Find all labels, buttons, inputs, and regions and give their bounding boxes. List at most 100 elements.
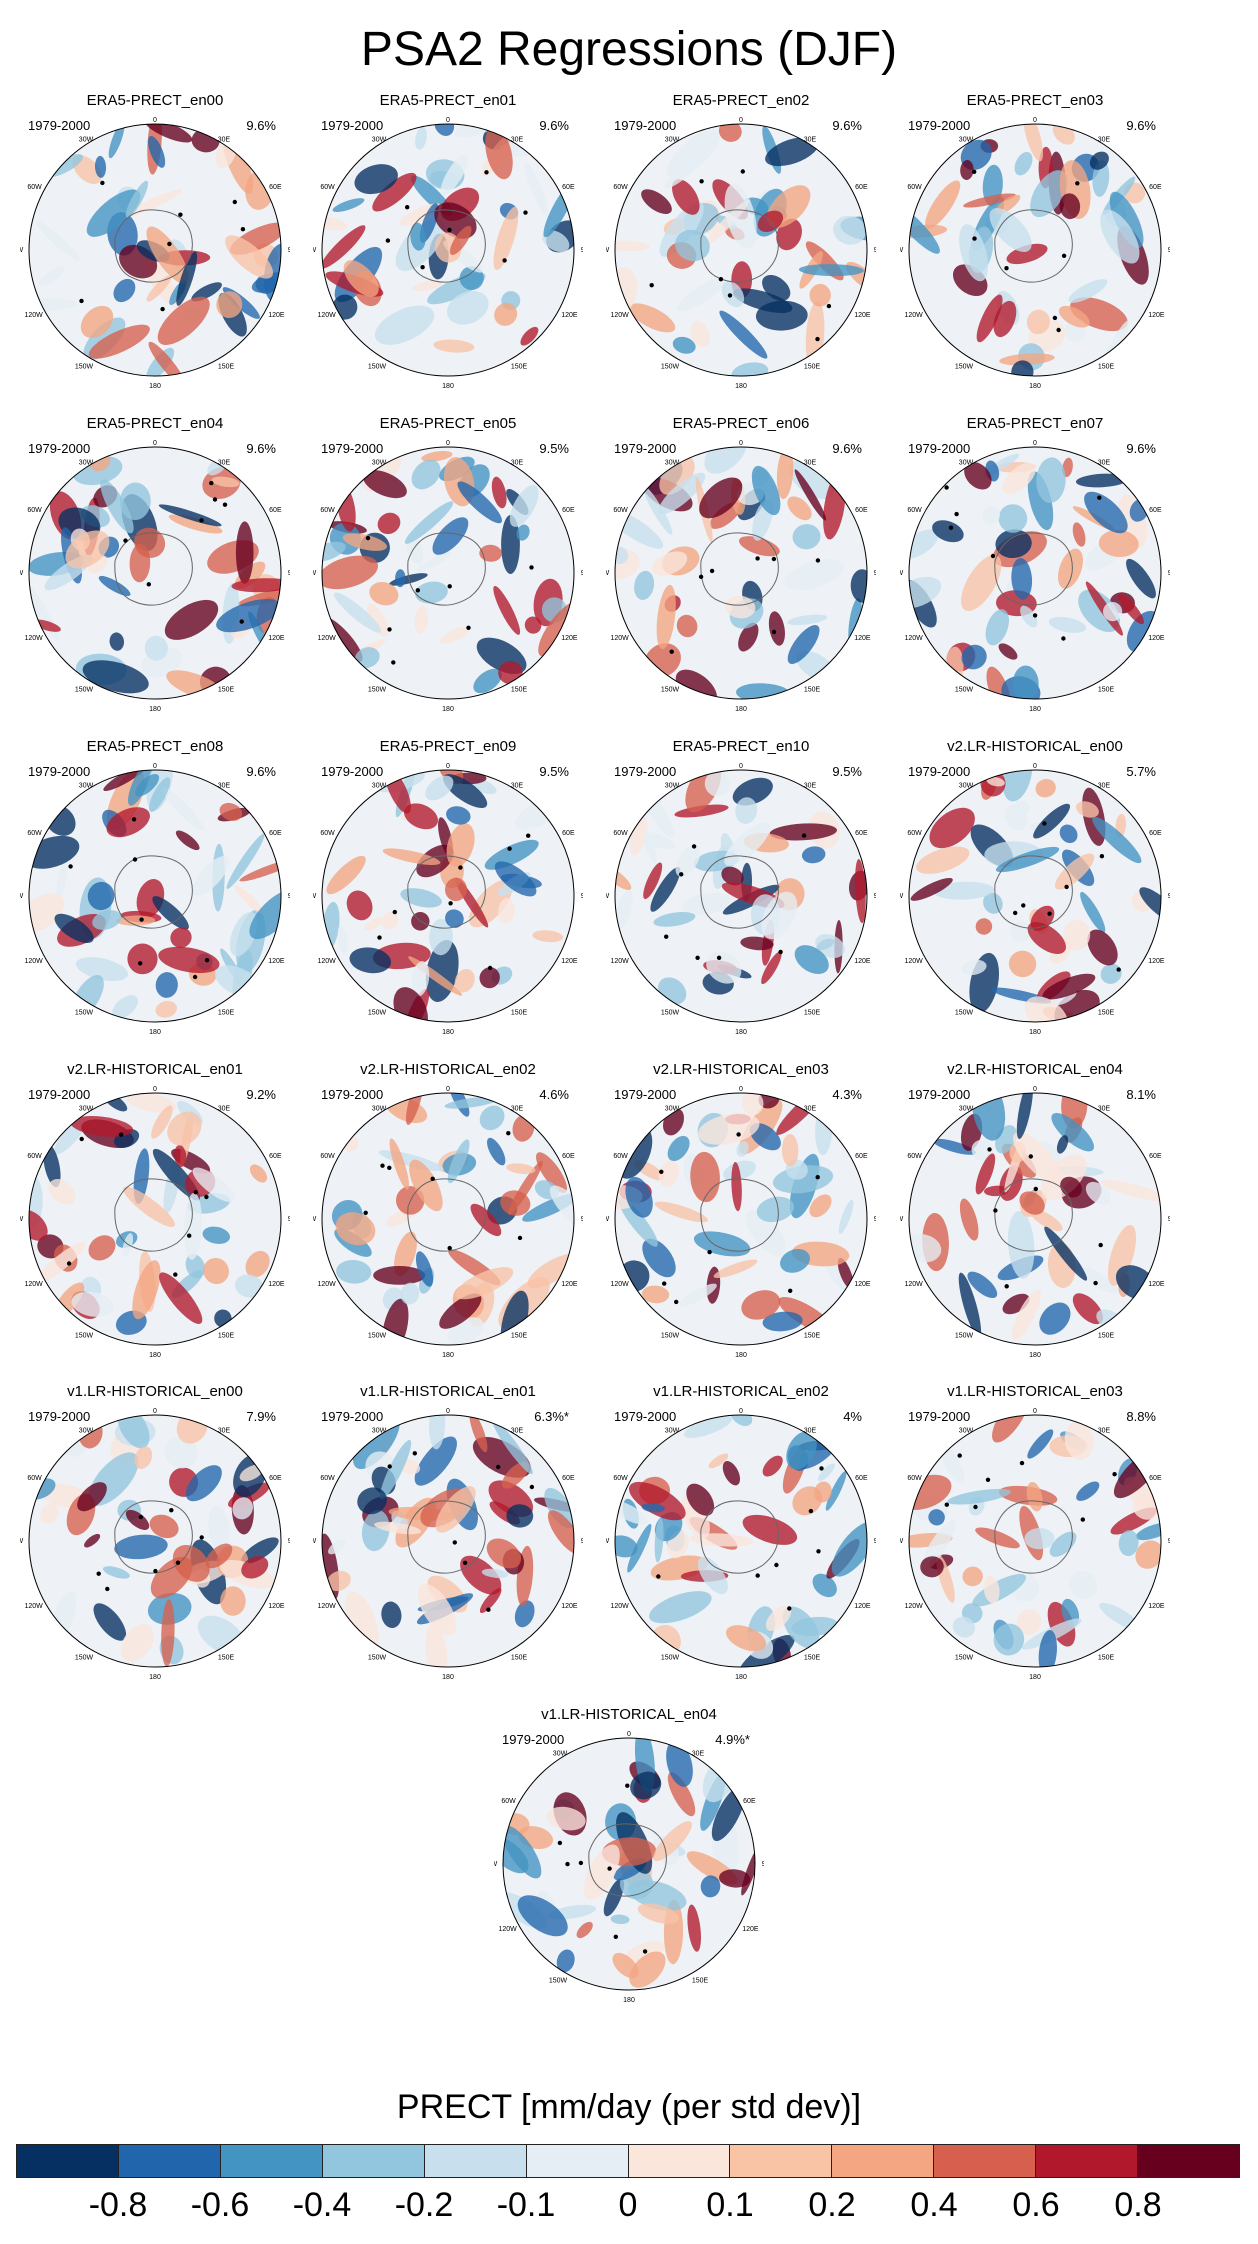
map-panel: ERA5-PRECT_en10 0 30W 30E 60W 60E 90W 90E 120W 12… [606, 738, 876, 1038]
colorbar-tick-label: -0.4 [292, 2186, 352, 2224]
anomaly-patch [781, 1133, 799, 1167]
anomaly-patch [725, 595, 756, 619]
anomaly-patch [322, 225, 366, 269]
longitude-label: 0 [739, 117, 743, 124]
panel-period: 1979-2000 [321, 1087, 384, 1102]
anomaly-patch [445, 909, 464, 928]
anomaly-patch [226, 833, 265, 889]
colorbar-tick-label: -0.1 [496, 2186, 556, 2224]
anomaly-patch [374, 1521, 422, 1535]
longitude-label: 30E [804, 460, 817, 467]
longitude-label: 120E [1148, 1281, 1165, 1288]
longitude-label: 60E [562, 830, 575, 837]
significance-dot [808, 1508, 814, 1514]
significance-dot [1033, 1186, 1038, 1192]
anomaly-patch [742, 1514, 798, 1545]
longitude-label: 120E [854, 958, 871, 965]
anomaly-patch [134, 1446, 153, 1469]
colorbar-swatch [1036, 2145, 1139, 2177]
antarctica-coastline [588, 1823, 667, 1897]
panel-title: ERA5-PRECT_en07 [966, 415, 1104, 432]
longitude-label: 60E [562, 1153, 575, 1160]
anomaly-patch [469, 1415, 488, 1453]
polar-map: 0 30W 30E 60W 60E 90W 90E 120W 120E 150W 150E 180 [20, 1408, 290, 1681]
longitude-label: 30W [665, 1106, 680, 1113]
map-border [28, 123, 282, 377]
longitude-label: 120E [561, 1281, 578, 1288]
longitude-label: 0 [1033, 1086, 1037, 1093]
longitude-label: 30W [372, 1428, 387, 1435]
longitude-label: 30E [511, 783, 524, 790]
anomaly-patch [434, 124, 455, 136]
anomaly-patch [1068, 279, 1108, 303]
anomaly-patch [372, 172, 417, 212]
anomaly-patch [322, 555, 378, 590]
anomaly-patch [414, 1436, 457, 1486]
anomaly-patch [1030, 170, 1068, 218]
longitude-label: 150W [75, 686, 94, 693]
significance-dot [529, 1484, 535, 1490]
longitude-label: 30W [959, 460, 974, 467]
anomaly-patch [1089, 151, 1109, 170]
longitude-label: 90W [900, 1216, 904, 1223]
polar-map: 0 30W 30E 60W 60E 90W 90E 120W 120E 150W 150E 180 [313, 440, 583, 713]
longitude-label: 120E [561, 312, 578, 319]
anomaly-patch [417, 1583, 457, 1636]
significance-dot [387, 627, 392, 632]
antarctica-coastline [114, 1178, 193, 1252]
colorbar-tick-label: -0.6 [190, 2186, 250, 2224]
significance-dot [1097, 495, 1102, 500]
significance-dot [187, 1233, 192, 1238]
longitude-label: 0 [739, 440, 743, 447]
anomaly-patch [1118, 1530, 1139, 1557]
anomaly-patch [1075, 801, 1099, 818]
anomaly-patch [494, 861, 537, 897]
anomaly-patch [361, 1510, 390, 1552]
longitude-label: 90E [581, 893, 583, 900]
anomaly-patch [1020, 605, 1038, 628]
anomaly-patch [699, 477, 743, 519]
longitude-label: 150E [804, 1654, 821, 1661]
anomaly-patch [328, 1539, 346, 1555]
anomaly-patch [159, 1272, 203, 1324]
significance-dot [1021, 903, 1026, 908]
anomaly-patch [425, 1623, 448, 1667]
panel-variance: 9.5% [832, 764, 862, 779]
anomaly-patch [410, 222, 426, 251]
significance-dot [79, 298, 84, 304]
anomaly-patch [627, 1523, 652, 1573]
map-border [614, 123, 868, 377]
anomaly-patch [1019, 1191, 1045, 1215]
colorbar-tick-label: -0.8 [88, 2186, 148, 2224]
longitude-label: 120W [24, 635, 43, 642]
significance-dot [1116, 967, 1121, 972]
anomaly-patch [205, 1543, 233, 1569]
anomaly-patch [364, 917, 383, 931]
anomaly-patch [65, 530, 110, 569]
anomaly-patch [615, 890, 633, 931]
anomaly-patch [789, 459, 835, 500]
longitude-label: 0 [446, 1408, 450, 1415]
anomaly-patch [809, 283, 831, 307]
anomaly-patch [29, 1209, 48, 1241]
anomaly-patch [232, 1497, 253, 1520]
longitude-label: 150W [75, 1654, 94, 1661]
longitude-label: 0 [153, 763, 157, 770]
longitude-label: 180 [735, 383, 747, 390]
longitude-label: 90E [874, 247, 876, 254]
anomaly-patch [234, 885, 264, 914]
anomaly-patch [686, 1483, 715, 1516]
longitude-label: 0 [446, 763, 450, 770]
anomaly-patch [176, 251, 198, 306]
anomaly-patch [208, 1505, 230, 1553]
anomaly-patch [961, 644, 987, 670]
antarctica-coastline [114, 209, 193, 283]
anomaly-patch [675, 844, 701, 877]
panel-period: 1979-2000 [908, 1409, 971, 1424]
longitude-label: 30W [372, 1106, 387, 1113]
anomaly-patch [719, 1869, 751, 1888]
map-border [908, 123, 1162, 377]
anomaly-patch [1009, 921, 1033, 943]
colorbar-swatch [832, 2145, 935, 2177]
anomaly-patch [932, 520, 964, 543]
